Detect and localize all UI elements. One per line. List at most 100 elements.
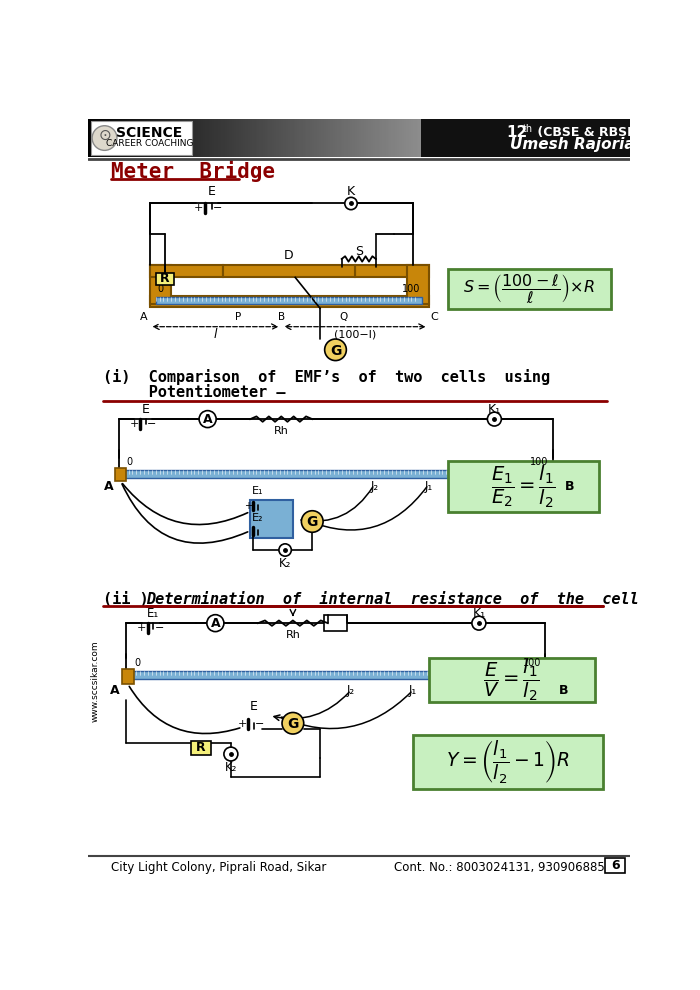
Circle shape xyxy=(199,411,216,428)
Text: 6: 6 xyxy=(611,859,620,872)
Bar xyxy=(581,119,584,157)
Bar xyxy=(113,119,116,157)
Bar xyxy=(91,119,94,157)
Bar xyxy=(187,119,190,157)
Bar xyxy=(267,119,269,157)
Text: B: B xyxy=(565,480,574,493)
Bar xyxy=(285,119,287,157)
Bar xyxy=(144,119,146,157)
Text: (CBSE & RBSE): (CBSE & RBSE) xyxy=(533,126,642,140)
Text: 100: 100 xyxy=(529,456,548,467)
Bar xyxy=(341,119,343,157)
Bar xyxy=(209,119,211,157)
Bar xyxy=(150,265,223,277)
Bar xyxy=(183,119,186,157)
Text: B: B xyxy=(559,684,569,697)
Text: K₁: K₁ xyxy=(473,608,485,621)
Bar xyxy=(426,119,428,157)
Bar xyxy=(574,119,577,157)
Bar xyxy=(624,119,627,157)
Bar xyxy=(473,119,475,157)
Bar xyxy=(178,119,181,157)
Bar xyxy=(424,119,426,157)
Bar xyxy=(568,119,571,157)
Bar xyxy=(480,119,482,157)
Bar xyxy=(614,119,616,157)
Bar xyxy=(216,119,218,157)
Bar xyxy=(505,119,508,157)
Text: K: K xyxy=(347,185,355,198)
Text: th: th xyxy=(523,124,533,134)
Bar xyxy=(355,265,428,277)
Bar xyxy=(171,119,174,157)
Bar xyxy=(388,119,391,157)
Bar xyxy=(384,119,386,157)
Bar xyxy=(550,119,553,157)
Circle shape xyxy=(345,197,357,210)
Bar xyxy=(218,119,220,157)
Bar xyxy=(292,119,295,157)
Bar xyxy=(512,119,515,157)
Bar xyxy=(552,119,555,157)
Text: G: G xyxy=(307,515,318,530)
Bar xyxy=(381,119,383,157)
Bar xyxy=(276,119,278,157)
Bar xyxy=(447,119,450,157)
Text: Potentiometer –: Potentiometer – xyxy=(103,385,286,400)
Bar xyxy=(413,735,603,789)
Bar xyxy=(431,119,434,157)
Bar xyxy=(608,119,611,157)
Bar xyxy=(549,119,551,157)
Text: Determination  of  internal  resistance  of  the  cell: Determination of internal resistance of … xyxy=(146,592,638,607)
Bar xyxy=(277,119,280,157)
Text: 0: 0 xyxy=(126,456,132,467)
Bar xyxy=(453,119,456,157)
Bar xyxy=(626,119,629,157)
Bar xyxy=(386,119,389,157)
Bar xyxy=(92,121,192,155)
Bar xyxy=(116,119,119,157)
Bar xyxy=(534,119,537,157)
Bar xyxy=(230,119,233,157)
Text: G: G xyxy=(287,717,299,731)
Bar xyxy=(125,470,550,477)
Text: +: + xyxy=(130,419,139,429)
Bar xyxy=(259,119,262,157)
Bar xyxy=(528,119,531,157)
Text: A: A xyxy=(211,618,220,631)
Bar xyxy=(558,119,560,157)
Text: $Y = \left(\dfrac{l_1}{l_2} - 1\right)R$: $Y = \left(\dfrac{l_1}{l_2} - 1\right)R$ xyxy=(445,739,570,785)
Bar xyxy=(102,119,104,157)
Bar xyxy=(314,119,316,157)
Text: C: C xyxy=(430,313,439,323)
Text: K₂: K₂ xyxy=(225,761,237,774)
Bar xyxy=(155,119,157,157)
Text: SCIENCE: SCIENCE xyxy=(116,126,183,140)
Bar xyxy=(355,119,358,157)
Bar xyxy=(540,119,542,157)
Bar xyxy=(150,119,153,157)
Text: R: R xyxy=(196,742,206,754)
Bar xyxy=(160,119,162,157)
Bar xyxy=(456,119,459,157)
Text: Cont. No.: 8003024131, 9309068859: Cont. No.: 8003024131, 9309068859 xyxy=(393,860,612,874)
Bar xyxy=(541,119,544,157)
Text: −: − xyxy=(255,719,264,729)
Bar xyxy=(109,119,112,157)
Bar xyxy=(587,119,589,157)
Bar xyxy=(138,119,141,157)
Bar xyxy=(100,119,103,157)
Bar xyxy=(460,119,463,157)
Text: +: + xyxy=(194,203,203,213)
Bar xyxy=(330,119,332,157)
Bar xyxy=(207,119,209,157)
Bar xyxy=(252,119,255,157)
Bar xyxy=(344,119,347,157)
Bar xyxy=(583,119,586,157)
Text: +: + xyxy=(238,719,247,729)
Text: A: A xyxy=(110,684,120,697)
Text: G: G xyxy=(330,344,341,357)
Bar xyxy=(225,119,228,157)
Bar xyxy=(407,265,428,304)
Bar xyxy=(251,119,253,157)
